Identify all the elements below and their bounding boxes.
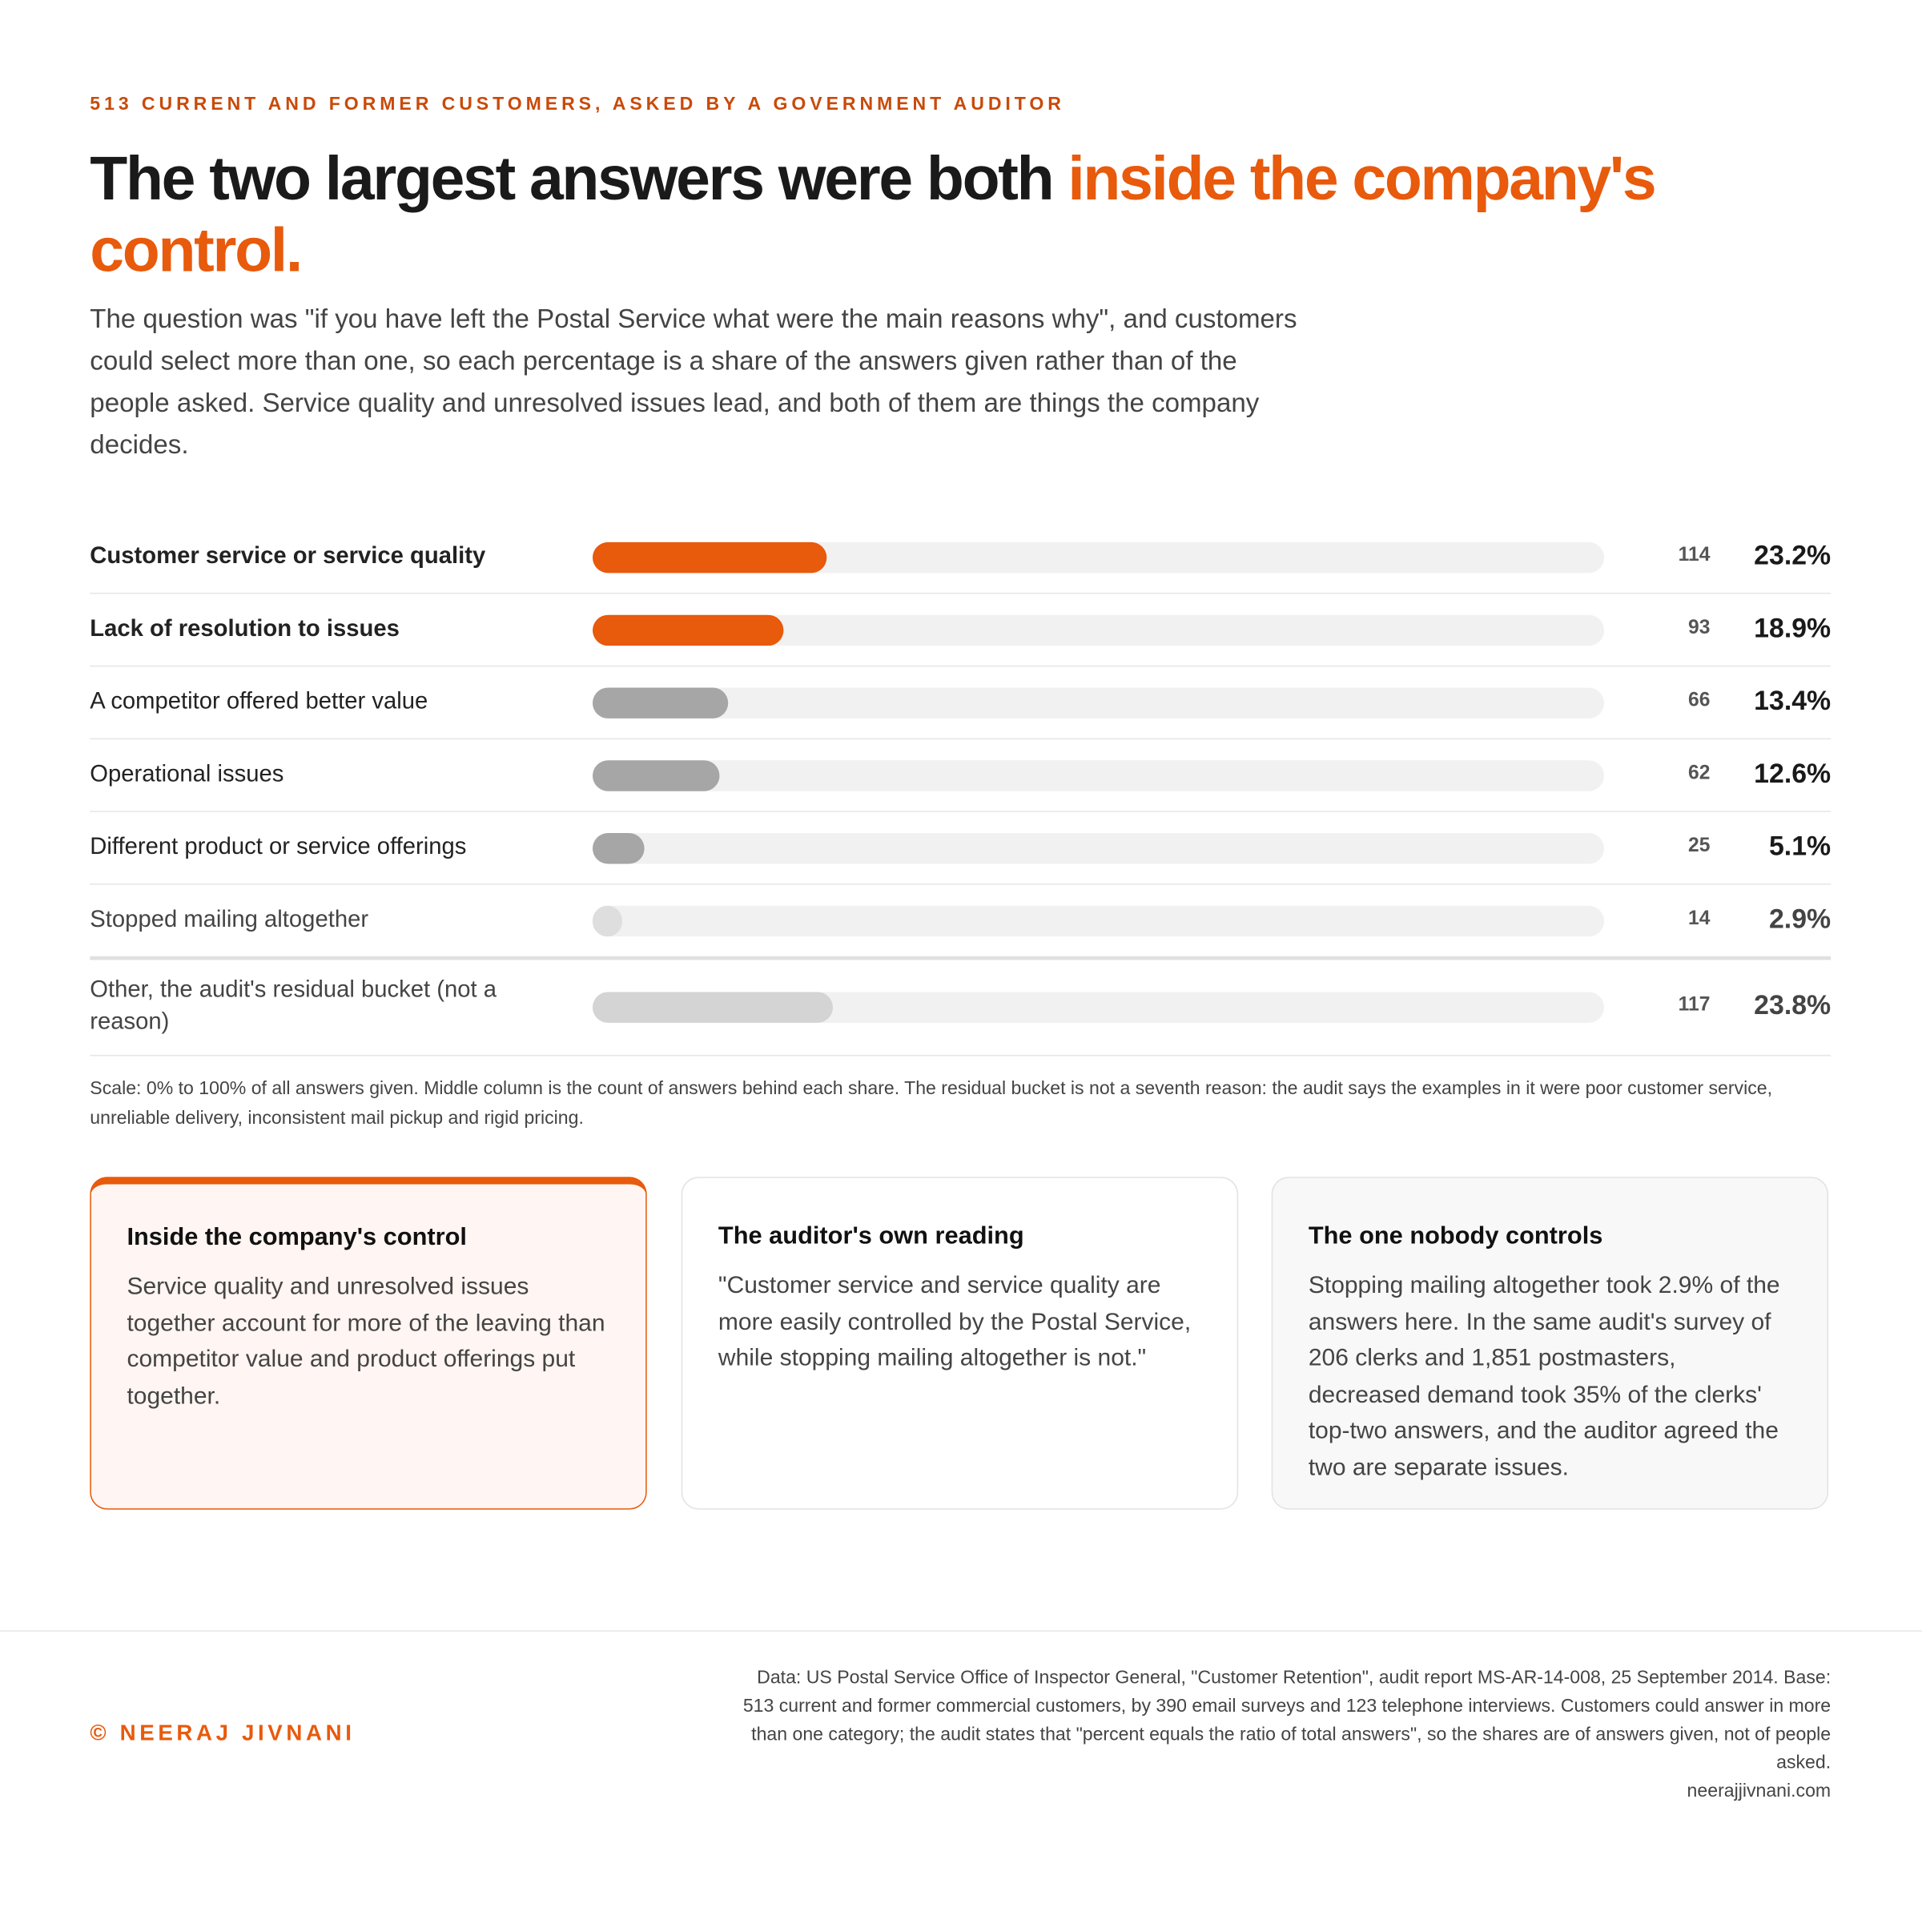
category-label: Lack of resolution to issues [90,616,400,642]
copyright: © NEERAJ JIVNANI [90,1720,356,1745]
bar [592,991,834,1023]
bar-track [592,832,1605,863]
row-divider [90,811,1832,812]
card: The auditor's own reading "Customer servi… [681,1177,1239,1510]
row-divider [90,592,1832,594]
category-label: Different product or service offerings [90,834,467,860]
card: Inside the company's control Service qual… [90,1177,647,1510]
site: neerajjivnani.com [1687,1781,1832,1802]
card-title: The one nobody controls [1308,1222,1603,1250]
count-label: 114 [1678,544,1711,566]
card-text: Stopping mailing altogether took 2.9% of… [1308,1271,1780,1481]
bar [592,904,622,936]
note: Scale: 0% to 100% of all answers given. … [90,1078,1773,1129]
bar [592,614,784,646]
count-label: 25 [1688,835,1711,857]
category-label: Customer service or service quality [90,543,486,570]
value-label: 12.6% [1754,758,1832,789]
card-title: Inside the company's control [127,1223,467,1251]
card-text: "Customer service and service quality ar… [718,1271,1192,1372]
count-label: 93 [1688,617,1711,638]
bar [592,759,721,791]
value-label: 13.4% [1754,685,1832,716]
value-label: 2.9% [1768,903,1832,935]
count-label: 66 [1688,690,1711,711]
row-divider [90,665,1832,667]
title: The two largest answers were both inside… [90,143,1815,285]
title-highlight: inside the company's control. [90,143,1656,285]
card-title: The auditor's own reading [718,1222,1024,1250]
value-label: 23.8% [1754,989,1832,1020]
bar-track [592,759,1605,791]
subtitle: The question was "if you have left the P… [90,304,1297,460]
card: The one nobody controls Stopping mailing … [1271,1177,1829,1510]
divider [0,1630,1922,1632]
count-label: 14 [1688,908,1711,929]
count-label: 62 [1688,763,1711,784]
category-label: Operational issues [90,761,284,788]
title-text: The two largest answers were both [90,143,1054,214]
value-label: 5.1% [1768,830,1832,862]
bar-track [592,904,1605,936]
source-text: Data: US Postal Service Office of Inspec… [742,1667,1832,1773]
bar [592,686,729,718]
bar [592,541,828,573]
value-label: 23.2% [1754,539,1832,571]
bar [592,832,645,863]
source: Data: US Postal Service Office of Inspec… [722,1664,1832,1805]
category-label: Stopped mailing altogether [90,907,369,933]
category-label: Other, the audit's residual bucket (not … [90,976,497,1036]
value-label: 18.9% [1754,612,1832,644]
row-divider [90,738,1832,740]
category-label: A competitor offered better value [90,688,428,715]
row-divider [90,956,1832,960]
row-divider [90,883,1832,885]
row-divider [90,1054,1832,1057]
count-label: 117 [1678,994,1711,1016]
bar-track [592,686,1605,718]
eyebrow: 513 CURRENT AND FORMER CUSTOMERS, ASKED … [90,93,1065,115]
card-text: Service quality and unresolved issues to… [127,1273,605,1410]
